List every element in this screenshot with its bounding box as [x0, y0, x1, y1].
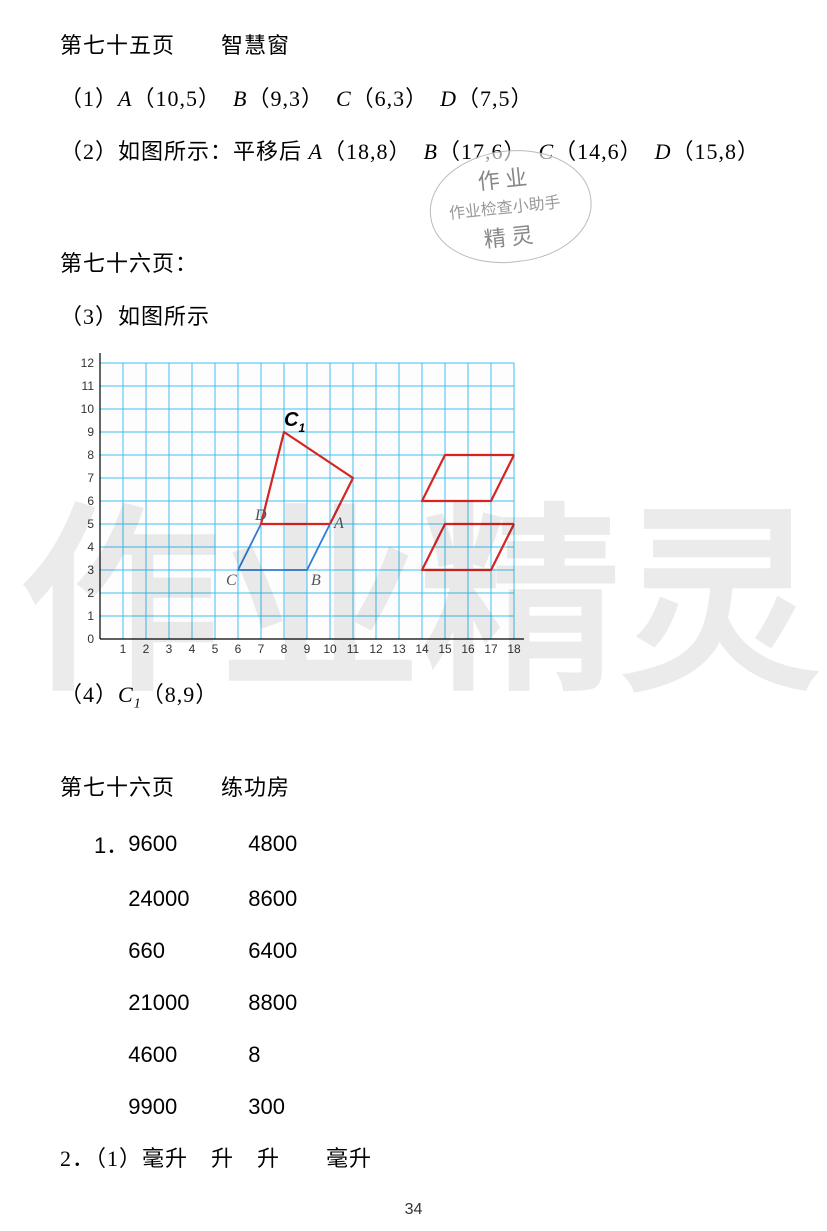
- svg-text:8: 8: [281, 642, 288, 656]
- svg-text:5: 5: [87, 517, 94, 531]
- txt: （18,8）: [323, 139, 424, 164]
- txt: （7,5）: [457, 86, 534, 111]
- section2-heading: 第七十六页：: [60, 238, 767, 291]
- col-1: 660: [128, 925, 248, 977]
- answer-line-1: （1）A（10,5） B（9,3） C（6,3） D（7,5）: [60, 73, 767, 126]
- svg-text:7: 7: [87, 471, 94, 485]
- txt: （1）: [60, 86, 118, 111]
- svg-text:11: 11: [82, 379, 95, 393]
- svg-text:C: C: [226, 572, 237, 589]
- svg-text:12: 12: [81, 356, 95, 370]
- svg-text:3: 3: [87, 563, 94, 577]
- col-2: 4800: [248, 815, 368, 873]
- stamp-bot: 精 灵: [482, 217, 535, 254]
- svg-text:2: 2: [87, 586, 94, 600]
- table-row: 1．96004800: [94, 815, 368, 873]
- txt: （4）: [60, 682, 118, 707]
- col-1: 9600: [128, 815, 248, 873]
- txt: （15,8）: [672, 139, 761, 164]
- svg-text:1: 1: [87, 609, 94, 623]
- svg-text:7: 7: [258, 642, 265, 656]
- document-page: 第七十五页 智慧窗 （1）A（10,5） B（9,3） C（6,3） D（7,5…: [0, 0, 827, 1185]
- row-num: 1．: [94, 815, 128, 873]
- table-row: 46008: [94, 1029, 368, 1081]
- c1-sub: 1: [134, 696, 142, 711]
- answer-line-2: （2）如图所示：平移后 A（18,8） B（17,6） C（14,6） D（15…: [60, 126, 767, 179]
- col-1: 9900: [128, 1081, 248, 1133]
- svg-text:6: 6: [235, 642, 242, 656]
- pt-D: D: [440, 86, 457, 111]
- svg-text:12: 12: [369, 642, 383, 656]
- pt-C: C: [336, 86, 352, 111]
- pt-A: A: [118, 86, 132, 111]
- row-num: [94, 1081, 128, 1133]
- svg-text:9: 9: [304, 642, 311, 656]
- svg-text:4: 4: [87, 540, 94, 554]
- svg-text:14: 14: [415, 642, 429, 656]
- svg-text:0: 0: [87, 632, 94, 646]
- svg-text:2: 2: [143, 642, 150, 656]
- col-1: 21000: [128, 977, 248, 1029]
- col-2: 8800: [248, 977, 368, 1029]
- svg-text:6: 6: [87, 494, 94, 508]
- section1-heading: 第七十五页 智慧窗: [60, 20, 767, 73]
- table-row: 9900300: [94, 1081, 368, 1133]
- pt-B: B: [233, 86, 247, 111]
- txt: （2）如图所示：平移后: [60, 139, 309, 164]
- answer-line-3: （3）如图所示: [60, 291, 767, 344]
- svg-text:D: D: [254, 507, 267, 524]
- txt: （9,3）: [247, 86, 336, 111]
- svg-text:4: 4: [189, 642, 196, 656]
- answer-line-4: （4）C1（8,9）: [60, 669, 767, 722]
- txt: （10,5）: [132, 86, 233, 111]
- row-num: [94, 925, 128, 977]
- table-row: 6606400: [94, 925, 368, 977]
- row-num: [94, 873, 128, 925]
- svg-text:B: B: [311, 572, 321, 589]
- row-num: [94, 1029, 128, 1081]
- svg-text:3: 3: [166, 642, 173, 656]
- stamp-top: 作 业: [476, 160, 529, 197]
- svg-text:15: 15: [438, 642, 452, 656]
- grid-chart: 1234567891011121314151617180123456789101…: [60, 349, 530, 659]
- svg-text:1: 1: [120, 642, 127, 656]
- page-number: 34: [0, 1201, 827, 1219]
- svg-text:10: 10: [81, 402, 95, 416]
- col-2: 300: [248, 1081, 368, 1133]
- txt: （6,3）: [352, 86, 441, 111]
- svg-text:A: A: [333, 515, 344, 532]
- svg-text:10: 10: [323, 642, 337, 656]
- svg-text:17: 17: [484, 642, 498, 656]
- table-row: 240008600: [94, 873, 368, 925]
- pt-D2: D: [655, 139, 672, 164]
- row-num: [94, 977, 128, 1029]
- svg-text:8: 8: [87, 448, 94, 462]
- stamp-mid: 作业检查小助手: [448, 188, 562, 224]
- chart-svg: 1234567891011121314151617180123456789101…: [60, 349, 530, 659]
- pt-A2: A: [309, 139, 323, 164]
- section3-heading: 第七十六页 练功房: [60, 762, 767, 815]
- col-2: 6400: [248, 925, 368, 977]
- answer-line-units: 2．（1）毫升 升 升 毫升: [60, 1133, 767, 1186]
- answer-table: 1．96004800240008600660640021000880046008…: [94, 815, 368, 1133]
- col-1: 4600: [128, 1029, 248, 1081]
- svg-text:16: 16: [461, 642, 475, 656]
- svg-text:18: 18: [507, 642, 521, 656]
- svg-text:9: 9: [87, 425, 94, 439]
- txt: （8,9）: [142, 682, 219, 707]
- col-2: 8: [248, 1029, 368, 1081]
- svg-text:13: 13: [392, 642, 406, 656]
- svg-text:5: 5: [212, 642, 219, 656]
- table-row: 210008800: [94, 977, 368, 1029]
- svg-text:11: 11: [347, 642, 360, 656]
- c1-c: C: [118, 682, 134, 707]
- col-2: 8600: [248, 873, 368, 925]
- col-1: 24000: [128, 873, 248, 925]
- watermark-stamp: 作 业 作业检查小助手 精 灵: [424, 141, 606, 278]
